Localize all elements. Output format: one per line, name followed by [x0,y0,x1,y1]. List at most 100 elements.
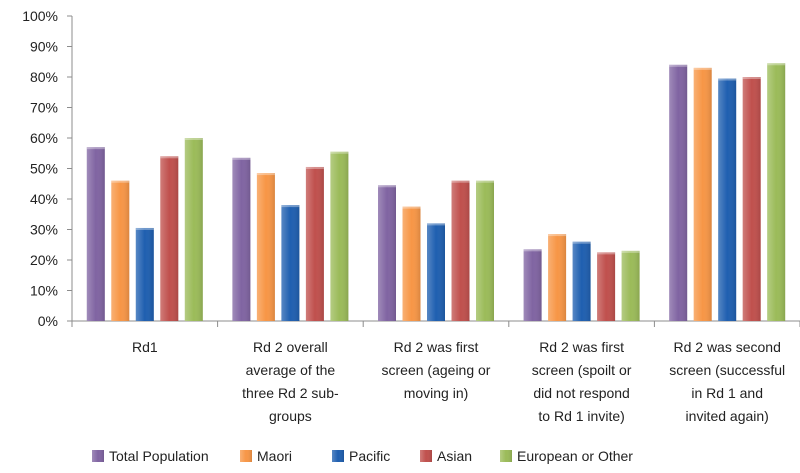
y-tick-label: 40% [30,191,58,207]
bar-shading [86,147,105,321]
category-label-line: to Rd 1 invite) [538,408,624,424]
bar-highlight [572,241,591,244]
y-tick-label: 10% [30,283,58,299]
bar-highlight [184,138,203,140]
axes: 0% 10% 20% 30% 40% 50% 60% 70% 80% 90% 100% [22,8,800,329]
bar-highlight [232,157,251,160]
category-label-line: Rd 2 overall [253,339,328,355]
category-label-line: Rd 2 was second [673,339,780,355]
bar-highlight [427,223,445,226]
bar-highlight [742,77,761,79]
category-label: Rd 2 overall average of the three Rd 2 sub… [242,339,339,424]
bar-shading [718,78,737,322]
category-label: Rd 2 was second screen (successful in Rd 1… [669,339,785,424]
legend-item: Total Population [92,448,209,464]
series-european-or-other [184,63,786,322]
legend-item: European or Other [500,448,633,464]
bar-highlight [693,67,712,70]
bar-highlight [476,180,494,183]
bar-highlight [86,147,105,150]
bar-shading [160,156,179,321]
legend-item: Pacific [332,448,390,464]
bar-shading [597,252,616,321]
legend-swatch-shading [240,450,252,462]
category-labels: Rd1 Rd 2 overall average of the three Rd 2 … [132,339,785,424]
legend-item: Maori [240,448,292,464]
y-tick-label: 70% [30,100,58,116]
legend-label: European or Other [517,448,633,464]
bar-highlight [256,173,275,176]
category-label: Rd 2 was first screen (ageing or moving in… [382,339,491,401]
category-label-line: moving in) [404,385,469,401]
bar-highlight [767,63,786,66]
category-label-line: did not respond [533,385,630,401]
y-tick-label: 0% [38,313,58,329]
series-maori [111,67,712,321]
legend-swatch-shading [420,450,432,462]
category-label: Rd1 [132,339,158,355]
bar-shading [378,185,396,321]
bar-highlight [160,156,179,159]
bar-shading [427,223,445,321]
series-total-population [86,64,688,322]
category-label-line: Rd 2 was first [539,339,624,355]
legend-label: Asian [437,448,472,464]
category-label-line: Rd 2 was first [394,339,479,355]
legend-swatch-shading [500,450,512,462]
category-label-line: average of the [246,362,336,378]
category-label-line: screen (successful [669,362,785,378]
bar-shading [669,64,688,322]
legend-swatch-shading [332,450,344,462]
y-tick-label: 90% [30,39,58,55]
bar-shading [742,77,761,321]
y-tick-label: 30% [30,222,58,238]
bar-highlight [597,252,616,255]
bar-highlight [111,180,130,183]
legend-item: Asian [420,448,472,464]
bar-shading [305,166,324,321]
category-label-line: screen (spoilt or [532,362,632,378]
bar-shading [256,173,275,321]
legend-swatch-shading [92,450,104,462]
bar-shading [111,180,130,321]
legend: Total Population Maori Pacific Asian Europea… [92,448,633,464]
bar-shading [232,157,251,321]
y-tick-label: 100% [22,8,58,24]
bar-shading [451,180,470,321]
bar-highlight [135,227,154,230]
y-tick-label: 80% [30,69,58,85]
legend-label: Total Population [109,448,209,464]
legend-label: Pacific [349,448,390,464]
bar-shading [572,241,591,321]
bar-shading [402,206,421,321]
bar-shading [184,138,203,321]
bar-highlight [281,205,300,208]
bar-highlight [548,234,567,237]
category-label-line: Rd1 [132,339,158,355]
bar-highlight [402,206,421,209]
bar-highlight [718,78,737,81]
y-tick-label: 60% [30,130,58,146]
bar-highlight [305,166,324,169]
bar-shading [548,234,567,321]
bar-shading [523,249,542,321]
category-label-line: screen (ageing or [382,362,491,378]
bar-highlight [669,64,688,67]
bar-highlight [523,249,542,252]
bar-highlight [330,151,349,154]
category-label-line: in Rd 1 and [691,385,763,401]
series-pacific [135,78,737,322]
bar-shading [281,205,300,321]
y-tick-label: 50% [30,161,58,177]
category-label-line: groups [269,408,312,424]
bar-shading [621,250,640,321]
y-tick-label: 20% [30,252,58,268]
bar-shading [330,151,349,321]
bar-shading [135,227,154,321]
bar-highlight [621,250,640,253]
legend-label: Maori [257,448,292,464]
bar-shading [767,63,786,322]
series-asian [160,77,761,321]
